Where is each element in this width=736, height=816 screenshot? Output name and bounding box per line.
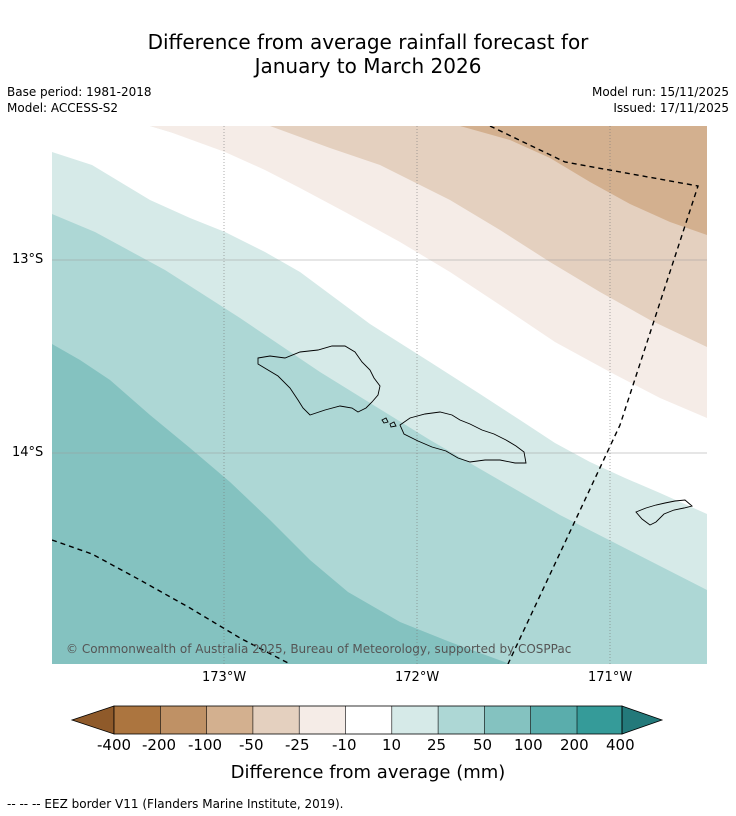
model-name: Model: ACCESS-S2 <box>7 101 119 115</box>
meta-right: Model run: 15/11/2025 Issued: 17/11/2025 <box>592 84 729 116</box>
colorbar-segment-2 <box>160 706 207 734</box>
tick-label-400: 400 <box>606 736 635 754</box>
lon-label-173w: 173°W <box>202 670 247 685</box>
tick-label-neg200: -200 <box>142 736 177 754</box>
colorbar-outline <box>113 705 623 735</box>
lon-label-171w: 171°W <box>588 670 633 685</box>
model-run: Model run: 15/11/2025 <box>591 85 729 99</box>
map-area <box>52 126 707 664</box>
eez-footnote: -- -- -- EEZ border V11 (Flanders Marine… <box>7 797 344 811</box>
colorbar-title: Difference from average (mm) <box>230 762 506 783</box>
eez-border-east <box>489 126 699 664</box>
lon-label-172w: 172°W <box>395 670 440 685</box>
title-line-2: January to March 2026 <box>254 54 482 78</box>
manono-island <box>381 417 389 424</box>
tick-label-25: 25 <box>427 736 447 754</box>
issued-date: Issued: 17/11/2025 <box>613 101 729 115</box>
tick-label-50: 50 <box>473 736 493 754</box>
colorbar-segment-3 <box>206 706 253 734</box>
lat-label-13s: 13°S <box>12 252 44 267</box>
base-period: Base period: 1981-2018 <box>7 85 152 99</box>
band-neg10-10 <box>52 126 707 514</box>
band-neg100-neg50 <box>460 126 707 235</box>
colorbar-segment-8 <box>438 706 485 734</box>
title-line-1: Difference from average rainfall forecas… <box>147 30 589 54</box>
tick-label-10: 10 <box>382 736 402 754</box>
tick-label-neg50: -50 <box>239 736 264 754</box>
colorbar-segment-7 <box>391 706 439 734</box>
lat-label-14s: 14°S <box>12 445 44 460</box>
colorbar-segment-10 <box>530 706 577 734</box>
colorbar-low-extension <box>70 705 115 735</box>
band-50-100 <box>52 344 510 664</box>
savaii-island <box>257 345 381 416</box>
colorbar-segment-1 <box>114 706 161 734</box>
tutuila-island <box>635 499 693 526</box>
colorbar-segment-9 <box>484 706 531 734</box>
colorbar-separators <box>160 706 578 734</box>
colorbar-high-extension <box>621 705 664 735</box>
copyright-notice: © Commonwealth of Australia 2025, Bureau… <box>66 642 572 656</box>
chart-title: Difference from average rainfall forecas… <box>0 30 736 78</box>
tick-label-100: 100 <box>514 736 543 754</box>
colorbar-segment-5 <box>299 706 346 734</box>
colorbar <box>70 705 664 735</box>
tick-label-neg100: -100 <box>188 736 223 754</box>
apolima-island <box>389 421 397 428</box>
meta-left: Base period: 1981-2018 Model: ACCESS-S2 <box>7 84 152 116</box>
colorbar-segment-11 <box>577 706 622 734</box>
colorbar-segment-6 <box>345 706 392 734</box>
tick-label-neg25: -25 <box>285 736 310 754</box>
colorbar-segment-4 <box>252 706 300 734</box>
tick-label-neg400: -400 <box>97 736 132 754</box>
upolu-island <box>399 411 527 464</box>
tick-label-200: 200 <box>560 736 589 754</box>
tick-label-neg10: -10 <box>332 736 357 754</box>
